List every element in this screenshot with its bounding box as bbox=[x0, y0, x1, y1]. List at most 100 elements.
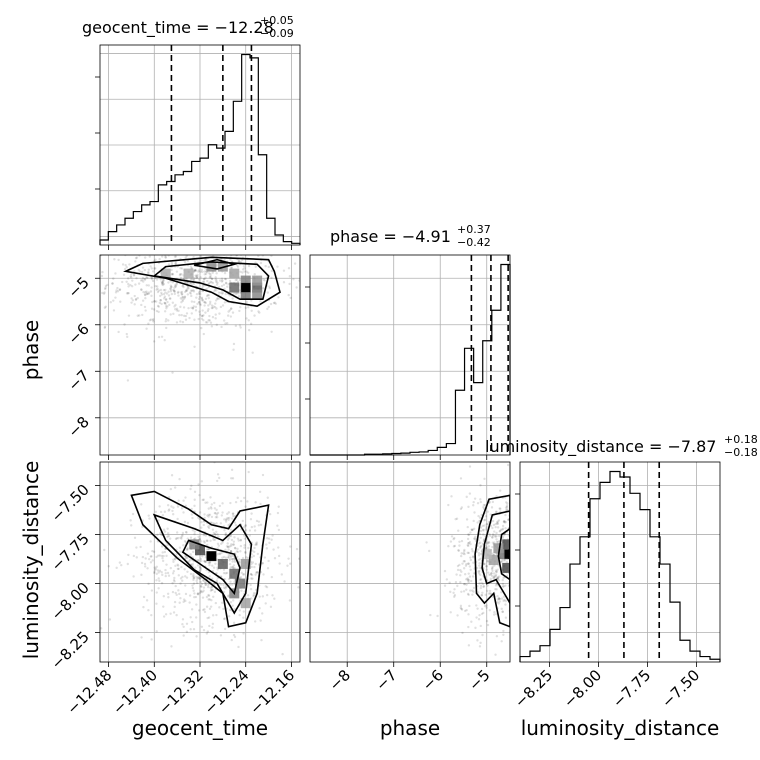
scatter-point bbox=[462, 552, 465, 555]
scatter-point bbox=[184, 289, 188, 293]
scatter-point bbox=[164, 572, 167, 575]
scatter-point bbox=[494, 587, 497, 591]
scatter-point bbox=[148, 319, 152, 322]
scatter-point bbox=[231, 560, 234, 563]
scatter-point bbox=[515, 557, 517, 559]
scatter-point bbox=[239, 270, 242, 273]
scatter-point bbox=[297, 586, 300, 589]
scatter-point bbox=[528, 544, 530, 546]
scatter-point bbox=[231, 566, 235, 569]
scatter-point bbox=[515, 616, 517, 618]
scatter-point bbox=[198, 511, 202, 514]
scatter-point bbox=[491, 566, 494, 570]
scatter-point bbox=[198, 313, 202, 316]
scatter-point bbox=[460, 607, 463, 611]
scatter-point bbox=[200, 526, 203, 529]
scatter-point bbox=[230, 266, 233, 269]
scatter-point bbox=[500, 607, 503, 611]
scatter-point bbox=[231, 604, 234, 607]
scatter-point bbox=[452, 545, 456, 548]
scatter-point bbox=[261, 473, 265, 477]
scatter-point bbox=[182, 544, 185, 547]
scatter-point bbox=[249, 573, 253, 576]
scatter-point bbox=[202, 318, 205, 322]
scatter-point bbox=[191, 251, 193, 253]
scatter-point bbox=[172, 289, 176, 292]
scatter-point bbox=[178, 546, 182, 549]
scatter-point bbox=[256, 571, 259, 574]
scatter-point bbox=[175, 553, 178, 556]
scatter-point bbox=[172, 611, 176, 614]
scatter-point bbox=[192, 589, 195, 592]
scatter-point bbox=[140, 573, 143, 577]
scatter-point bbox=[211, 271, 214, 274]
scatter-point bbox=[145, 327, 148, 330]
scatter-point bbox=[198, 493, 201, 497]
scatter-point bbox=[199, 276, 202, 279]
scatter-point bbox=[201, 314, 204, 318]
scatter-point bbox=[191, 306, 195, 310]
scatter-point bbox=[197, 576, 200, 580]
scatter-point bbox=[201, 555, 204, 558]
scatter-point bbox=[147, 514, 150, 517]
scatter-point bbox=[216, 473, 220, 476]
scatter-point bbox=[181, 299, 185, 303]
scatter-point bbox=[229, 501, 232, 505]
scatter-point bbox=[122, 273, 126, 276]
scatter-point bbox=[210, 306, 214, 310]
scatter-point bbox=[470, 528, 474, 532]
scatter-point bbox=[175, 307, 179, 310]
scatter-point bbox=[123, 323, 126, 326]
scatter-point bbox=[229, 307, 233, 310]
scatter-point bbox=[160, 293, 164, 296]
scatter-point bbox=[230, 477, 233, 480]
scatter-point bbox=[453, 536, 456, 540]
scatter-point bbox=[202, 533, 206, 537]
scatter-point bbox=[514, 547, 516, 549]
scatter-point bbox=[211, 281, 215, 285]
scatter-point bbox=[174, 308, 177, 311]
scatter-point bbox=[188, 291, 192, 294]
scatter-point bbox=[480, 594, 484, 597]
scatter-point bbox=[208, 560, 212, 564]
scatter-point bbox=[203, 301, 206, 304]
scatter-point bbox=[249, 583, 252, 587]
scatter-point bbox=[200, 259, 203, 262]
scatter-point bbox=[242, 632, 245, 635]
scatter-point bbox=[151, 300, 154, 304]
scatter-point bbox=[146, 567, 149, 570]
scatter-point bbox=[203, 559, 206, 563]
scatter-point bbox=[510, 530, 512, 532]
scatter-point bbox=[482, 538, 486, 542]
scatter-point bbox=[113, 258, 116, 261]
scatter-point bbox=[496, 522, 499, 525]
scatter-point bbox=[470, 528, 473, 531]
scatter-point bbox=[202, 498, 205, 501]
scatter-point bbox=[216, 553, 219, 556]
scatter-point bbox=[184, 496, 187, 499]
scatter-point bbox=[523, 595, 525, 597]
scatter-point bbox=[445, 578, 449, 581]
scatter-point bbox=[514, 521, 516, 523]
scatter-point bbox=[215, 516, 219, 519]
scatter-point bbox=[530, 613, 532, 615]
scatter-point bbox=[226, 538, 230, 541]
scatter-point bbox=[220, 325, 223, 329]
scatter-point bbox=[180, 267, 184, 270]
scatter-point bbox=[166, 532, 170, 535]
scatter-point bbox=[477, 572, 481, 575]
scatter-point bbox=[201, 590, 204, 594]
scatter-point bbox=[250, 250, 252, 252]
scatter-point bbox=[197, 576, 201, 579]
scatter-point bbox=[223, 617, 226, 621]
scatter-point bbox=[179, 536, 183, 539]
scatter-point bbox=[205, 271, 209, 274]
scatter-point bbox=[465, 495, 468, 499]
scatter-point bbox=[205, 632, 209, 635]
scatter-point bbox=[496, 576, 500, 579]
scatter-point bbox=[497, 534, 501, 538]
scatter-point bbox=[503, 519, 506, 523]
scatter-point bbox=[210, 325, 214, 328]
scatter-point bbox=[189, 487, 192, 491]
scatter-point bbox=[448, 581, 451, 584]
